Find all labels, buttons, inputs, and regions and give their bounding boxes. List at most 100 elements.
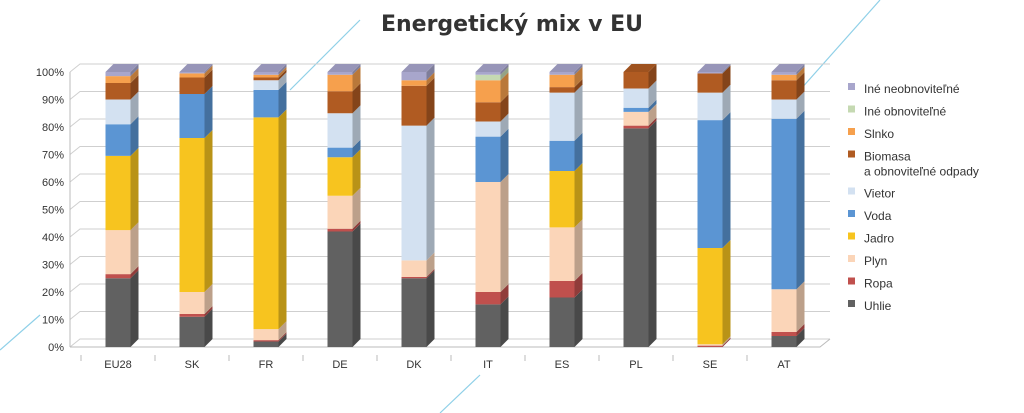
- bar-side: [204, 69, 213, 94]
- bar-side: [648, 120, 657, 347]
- bar-segment-EU28-voda: [105, 124, 131, 156]
- chart-title: Energetický mix v EU: [380, 12, 644, 37]
- legend-label: Iné obnoviteľné: [864, 105, 947, 119]
- bar-segment-DE-voda: [327, 147, 353, 158]
- bar-segment-DK-biomasa: [401, 85, 427, 126]
- bar-segment-DE-plyn: [327, 195, 353, 229]
- bar-stack-AT: [771, 64, 805, 347]
- bar-segment-SK-iné-neobnoviteľné: [179, 72, 205, 74]
- bar-segment-EU28-biomasa: [105, 83, 131, 100]
- bar-top: [549, 64, 583, 72]
- bar-stack-PL: [623, 64, 657, 347]
- y-tick-label: 10%: [42, 315, 64, 327]
- bar-side: [500, 72, 509, 103]
- bar-segment-DK-plyn: [401, 260, 427, 277]
- x-tick-label: AT: [777, 359, 791, 371]
- bar-segment-ES-plyn: [549, 227, 575, 281]
- bar-top: [771, 64, 805, 72]
- bar-segment-IT-iné-obnoviteľné: [475, 74, 501, 81]
- bar-side: [352, 105, 361, 148]
- bar-side: [722, 65, 731, 93]
- bar-segment-IT-iné-neobnoviteľné: [475, 72, 501, 75]
- bar-side: [204, 65, 213, 78]
- bar-segment-AT-ropa: [771, 331, 797, 336]
- bar-side: [722, 112, 731, 248]
- bar-stack-DK: [401, 64, 435, 347]
- bar-side: [130, 91, 139, 125]
- bar-segment-SE-iné-neobnoviteľné: [697, 72, 723, 74]
- bar-side: [500, 94, 509, 122]
- bar-segment-SE-biomasa: [697, 73, 723, 93]
- bar-side: [130, 222, 139, 275]
- bar-side: [426, 268, 435, 279]
- bar-segment-FR-uhlie: [253, 341, 279, 347]
- bar-stack-ES: [549, 64, 583, 347]
- bar-side: [648, 117, 657, 129]
- bar-side: [648, 99, 657, 112]
- bar-segment-AT-voda: [771, 118, 797, 290]
- legend-swatch: [848, 187, 855, 195]
- bar-side: [796, 323, 805, 336]
- bar-top: [697, 64, 731, 72]
- bar-side: [796, 64, 805, 75]
- bar-side: [352, 139, 361, 158]
- bar-segment-PL-plyn: [623, 111, 649, 126]
- legend-swatch: [848, 255, 855, 262]
- decorative-line: [439, 374, 481, 413]
- bar-side: [500, 174, 509, 292]
- bar-segment-ES-voda: [549, 140, 575, 171]
- bar-top: [179, 64, 213, 72]
- bar-side: [426, 270, 435, 347]
- bar-segment-AT-slnko: [771, 74, 797, 81]
- bar-segment-SE-jadro: [697, 248, 723, 345]
- bar-segment-FR-voda: [253, 89, 279, 118]
- x-axis-floor: [70, 338, 831, 348]
- legend-swatch: [848, 232, 855, 240]
- bar-segment-SK-uhlie: [179, 316, 205, 347]
- bar-side: [278, 332, 287, 342]
- bar-segment-ES-vietor: [549, 92, 575, 141]
- bar-segment-EU28-ropa: [105, 274, 131, 279]
- bar-side: [130, 116, 139, 156]
- bar-segment-SE-plyn: [697, 344, 723, 346]
- bar-segment-SK-ropa: [179, 314, 205, 317]
- y-tick-label: 60%: [42, 177, 64, 189]
- bar-segment-DE-iné-neobnoviteľné: [327, 72, 353, 75]
- bar-side: [796, 91, 805, 119]
- bar-segment-DE-ropa: [327, 228, 353, 232]
- y-tick-label: 50%: [42, 205, 64, 217]
- legend-label: Biomasa: [864, 150, 911, 164]
- legend-swatch: [848, 210, 855, 217]
- bar-segment-FR-slnko: [253, 74, 279, 78]
- bar-side: [722, 337, 731, 347]
- y-tick-label: 90%: [42, 95, 64, 107]
- bar-segment-SE-ropa: [697, 345, 723, 347]
- legend-label: Voda: [864, 209, 892, 223]
- bar-top: [105, 64, 139, 72]
- bar-side: [352, 223, 361, 347]
- bar-segment-IT-plyn: [475, 182, 501, 292]
- legend-label: Vietor: [864, 187, 895, 201]
- y-tick-label: 80%: [42, 122, 64, 134]
- bar-side: [204, 308, 213, 347]
- legend-label: Slnko: [864, 127, 894, 141]
- bar-stack-DE: [327, 64, 361, 347]
- bar-side: [500, 284, 509, 305]
- decorative-line: [289, 19, 361, 91]
- bar-side: [574, 219, 583, 281]
- bar-side: [278, 333, 287, 347]
- bar-side: [278, 72, 287, 90]
- legend-item: Uhlie: [848, 299, 892, 313]
- bar-side: [574, 79, 583, 93]
- bar-stack-EU28: [105, 64, 139, 347]
- bar-stack-IT: [475, 64, 509, 347]
- bar-side: [722, 64, 731, 74]
- bar-side: [796, 66, 805, 81]
- bar-side: [796, 281, 805, 332]
- bar-stack-FR: [253, 64, 287, 347]
- bar-segment-EU28-plyn: [105, 230, 131, 275]
- bar-side: [426, 77, 435, 126]
- bar-side: [352, 149, 361, 196]
- bar-side: [722, 84, 731, 121]
- bar-stack-SK: [179, 64, 213, 347]
